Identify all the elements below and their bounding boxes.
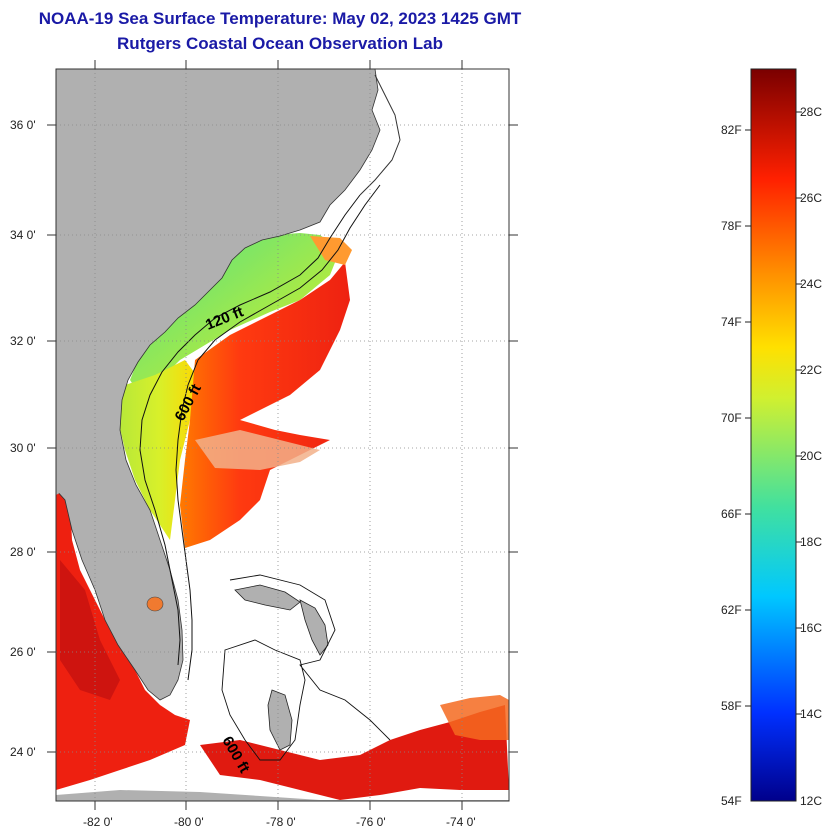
carolina-shelf-water — [130, 233, 340, 395]
colorbar-f-label: 82F — [721, 123, 742, 137]
colorbar-f-label: 62F — [721, 603, 742, 617]
colorbar-f-label: 74F — [721, 315, 742, 329]
offshore-warm-patches — [195, 430, 320, 470]
gulf-warmer-core — [60, 560, 120, 700]
grand-bahama — [234, 584, 301, 611]
lon-tick-label: -76 0' — [356, 815, 386, 829]
lon-tick-label: -80 0' — [174, 815, 204, 829]
colorbar-c-label: 14C — [800, 707, 822, 721]
gulf-of-mexico-water — [56, 490, 190, 790]
colorbar-f-label: 78F — [721, 219, 742, 233]
colorbar-c-label: 20C — [800, 449, 822, 463]
florida-panhandle-land — [56, 470, 65, 495]
colorbar-c-label: 22C — [800, 363, 822, 377]
abaco-island — [299, 599, 329, 656]
lat-tick-label: 26 0' — [10, 645, 36, 659]
lat-tick-label: 36 0' — [10, 118, 36, 132]
lat-tick-label: 28 0' — [10, 545, 36, 559]
lat-tick-label: 32 0' — [10, 334, 36, 348]
colorbar-f-label: 66F — [721, 507, 742, 521]
lon-tick-label: -82 0' — [83, 815, 113, 829]
florida-straits-water — [200, 705, 509, 800]
colorbar-f-label: 70F — [721, 411, 742, 425]
colorbar-c-label: 12C — [800, 794, 822, 808]
colorbar-c-label: 24C — [800, 277, 822, 291]
gulf-stream-water — [180, 262, 350, 548]
colorbar-c-label: 28C — [800, 105, 822, 119]
contour-120ft — [139, 194, 361, 666]
cuba-land — [56, 790, 509, 801]
lat-tick-label: 24 0' — [10, 745, 36, 759]
lat-tick-label: 30 0' — [10, 441, 36, 455]
georgia-shelf-water — [118, 360, 200, 540]
us-southeast-land — [56, 69, 381, 701]
lon-tick-label: -78 0' — [266, 815, 296, 829]
map-frame — [55, 68, 510, 802]
bahamas-bank-outline — [221, 574, 391, 761]
colorbar-f-label: 58F — [721, 699, 742, 713]
map-title: NOAA-19 Sea Surface Temperature: May 02,… — [38, 9, 522, 28]
lon-tick-label: -74 0' — [446, 815, 476, 829]
tick-marks — [47, 60, 518, 810]
colorbar-c-label: 16C — [800, 621, 822, 635]
colorbar-f-label: 54F — [721, 794, 742, 808]
outer-banks — [359, 74, 401, 196]
contour-600ft — [175, 184, 381, 681]
colorbar-scale — [750, 68, 797, 802]
andros-island — [267, 689, 293, 751]
bahamas-scattered-water — [440, 695, 509, 740]
colorbar-c-label: 18C — [800, 535, 822, 549]
colorbar-ticks — [745, 111, 802, 715]
lake-okeechobee — [146, 596, 164, 612]
colorbar-c-label: 26C — [800, 191, 822, 205]
lat-tick-label: 34 0' — [10, 228, 36, 242]
map-subtitle: Rutgers Coastal Ocean Observation Lab — [117, 34, 443, 53]
